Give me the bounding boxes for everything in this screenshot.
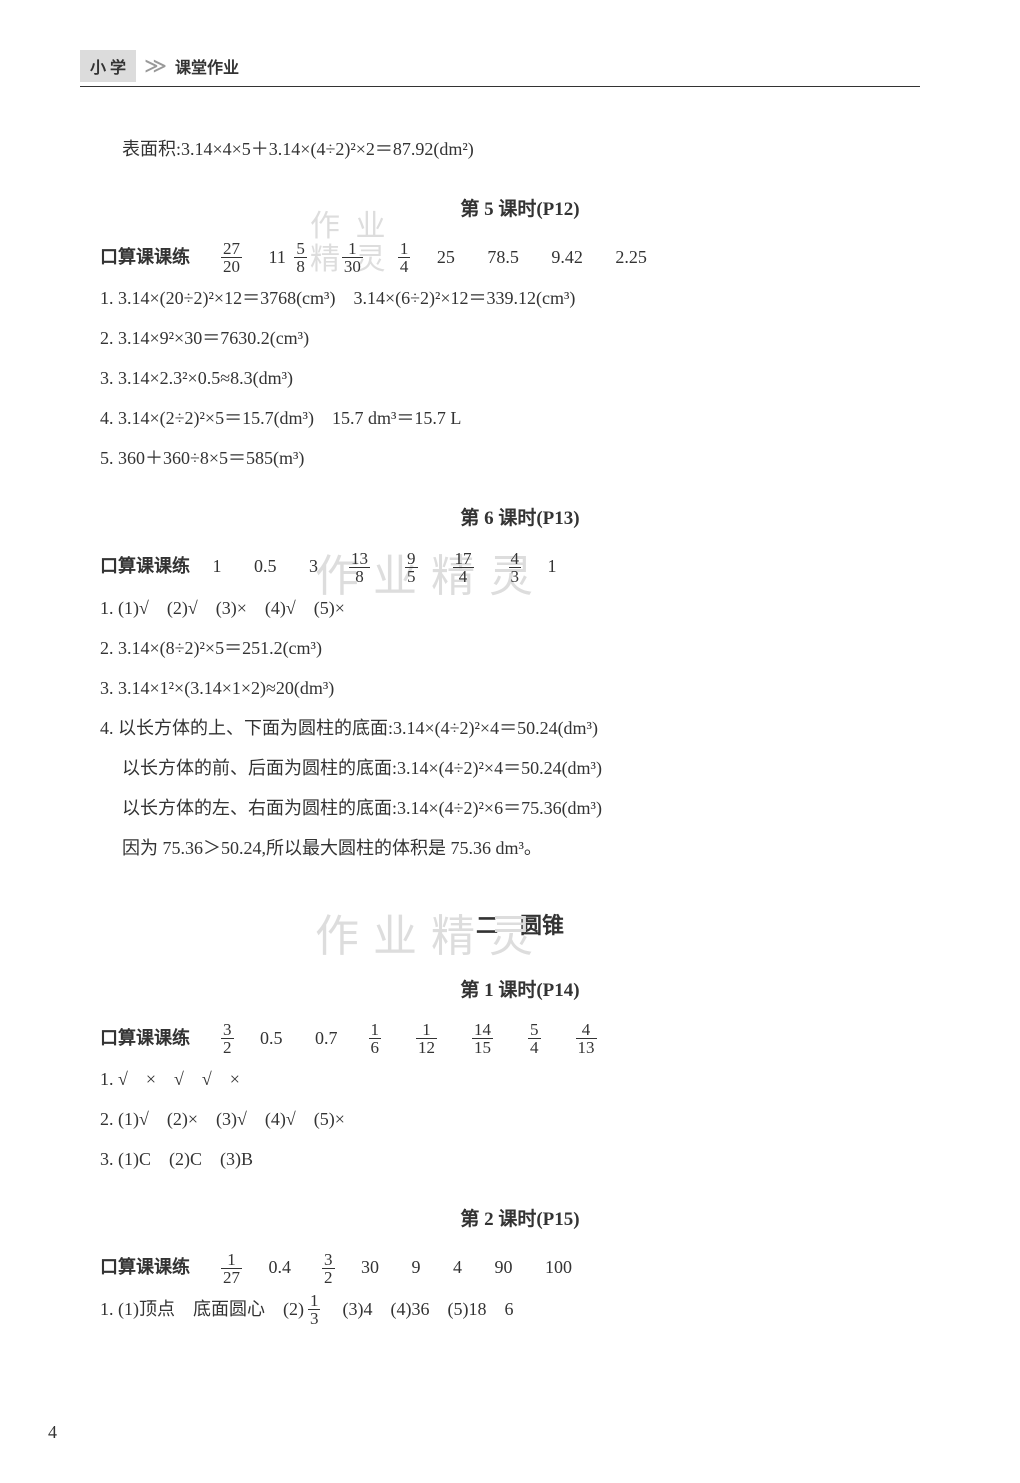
val: 0.5 xyxy=(254,556,277,576)
lesson6-q2: 2. 3.14×(8÷2)²×5＝251.2(cm³) xyxy=(100,630,940,666)
page-content: 表面积:3.14×4×5＋3.14×(4÷2)²×2＝87.92(dm²) 第 … xyxy=(0,87,1020,1328)
val: 4 xyxy=(453,1257,462,1277)
val: 11 xyxy=(269,247,286,267)
q1-pre: 1. (1)顶点 底面圆心 (2) xyxy=(100,1299,304,1319)
lesson5-q2: 2. 3.14×9²×30＝7630.2(cm³) xyxy=(100,320,940,356)
frac: 13 xyxy=(308,1292,321,1327)
lesson2-1-q1: 1. √ × √ √ × xyxy=(100,1061,940,1097)
frac: 127 xyxy=(221,1251,242,1286)
val: 9 xyxy=(412,1257,421,1277)
lesson6-q4c: 以长方体的左、右面为圆柱的底面:3.14×(4÷2)²×6＝75.36(dm³) xyxy=(100,790,940,826)
val: 0.5 xyxy=(260,1028,283,1048)
lesson6-kousuan: 口算课课练 1 0.5 3 138 95 174 43 1 xyxy=(100,548,940,585)
frac: 58 xyxy=(294,240,307,275)
top-formula: 表面积:3.14×4×5＋3.14×(4÷2)²×2＝87.92(dm²) xyxy=(100,131,940,167)
lesson6-q4d: 因为 75.36＞50.24,所以最大圆柱的体积是 75.36 dm³。 xyxy=(100,830,940,866)
val: 9.42 xyxy=(551,247,583,267)
lesson6-q3: 3. 3.14×1²×(3.14×1×2)≈20(dm³) xyxy=(100,670,940,706)
page-header: 小 学 ≫ 课堂作业 xyxy=(80,50,920,87)
header-sub: 课堂作业 xyxy=(175,54,239,78)
frac: 413 xyxy=(576,1021,597,1056)
frac: 130 xyxy=(342,240,363,275)
lesson2-2-q1: 1. (1)顶点 底面圆心 (2)13 (3)4 (4)36 (5)18 6 xyxy=(100,1291,940,1328)
lesson5-q1: 1. 3.14×(20÷2)²×12＝3768(cm³) 3.14×(6÷2)²… xyxy=(100,280,940,316)
frac: 43 xyxy=(509,550,522,585)
lesson6-q4b: 以长方体的前、后面为圆柱的底面:3.14×(4÷2)²×4＝50.24(dm³) xyxy=(100,750,940,786)
lesson6-q4a: 4. 以长方体的上、下面为圆柱的底面:3.14×(4÷2)²×4＝50.24(d… xyxy=(100,710,940,746)
header-school: 小 学 xyxy=(80,50,136,82)
frac: 32 xyxy=(221,1021,234,1056)
lesson5-q5: 5. 360＋360÷8×5＝585(m³) xyxy=(100,440,940,476)
frac: 32 xyxy=(322,1251,335,1286)
lesson5-q3: 3. 3.14×2.3²×0.5≈8.3(dm³) xyxy=(100,360,940,396)
val: 0.7 xyxy=(315,1028,338,1048)
lesson2-2-kousuan: 口算课课练 127 0.4 32 30 9 4 90 100 xyxy=(100,1249,940,1286)
kousuan-label: 口算课课练 xyxy=(100,247,190,267)
val: 100 xyxy=(545,1257,572,1277)
val: 0.4 xyxy=(269,1257,292,1277)
lesson2-1-q2: 2. (1)√ (2)× (3)√ (4)√ (5)× xyxy=(100,1101,940,1137)
val: 1 xyxy=(213,556,222,576)
lesson2-2-title: 第 2 课时(P15) xyxy=(100,1201,940,1239)
frac: 16 xyxy=(369,1021,382,1056)
kousuan-label: 口算课课练 xyxy=(100,1028,190,1048)
lesson6-title: 第 6 课时(P13) xyxy=(100,500,940,538)
val: 25 xyxy=(437,247,455,267)
frac: 174 xyxy=(453,550,474,585)
lesson2-1-kousuan: 口算课课练 32 0.5 0.7 16 112 1415 54 413 xyxy=(100,1020,940,1057)
frac: 54 xyxy=(528,1021,541,1056)
val: 3 xyxy=(309,556,318,576)
q1-post: (3)4 (4)36 (5)18 6 xyxy=(324,1299,513,1319)
val: 1 xyxy=(548,556,557,576)
val: 78.5 xyxy=(487,247,519,267)
val: 2.25 xyxy=(615,247,647,267)
val: 30 xyxy=(361,1257,379,1277)
chapter2-title: 二 圆锥 xyxy=(100,904,940,948)
frac: 2720 xyxy=(221,240,242,275)
frac: 1415 xyxy=(472,1021,493,1056)
chevron-icon: ≫ xyxy=(144,53,161,79)
lesson2-1-q3: 3. (1)C (2)C (3)B xyxy=(100,1141,940,1177)
frac: 138 xyxy=(349,550,370,585)
lesson6-q1: 1. (1)√ (2)√ (3)× (4)√ (5)× xyxy=(100,590,940,626)
frac: 14 xyxy=(398,240,411,275)
lesson5-kousuan: 口算课课练 2720 11 58 130 14 25 78.5 9.42 2.2… xyxy=(100,239,940,276)
kousuan-label: 口算课课练 xyxy=(100,556,190,576)
val: 90 xyxy=(495,1257,513,1277)
frac: 112 xyxy=(416,1021,437,1056)
frac: 95 xyxy=(405,550,418,585)
lesson2-1-title: 第 1 课时(P14) xyxy=(100,972,940,1010)
lesson5-q4: 4. 3.14×(2÷2)²×5＝15.7(dm³) 15.7 dm³＝15.7… xyxy=(100,400,940,436)
lesson5-title: 第 5 课时(P12) xyxy=(100,191,940,229)
kousuan-label: 口算课课练 xyxy=(100,1257,190,1277)
